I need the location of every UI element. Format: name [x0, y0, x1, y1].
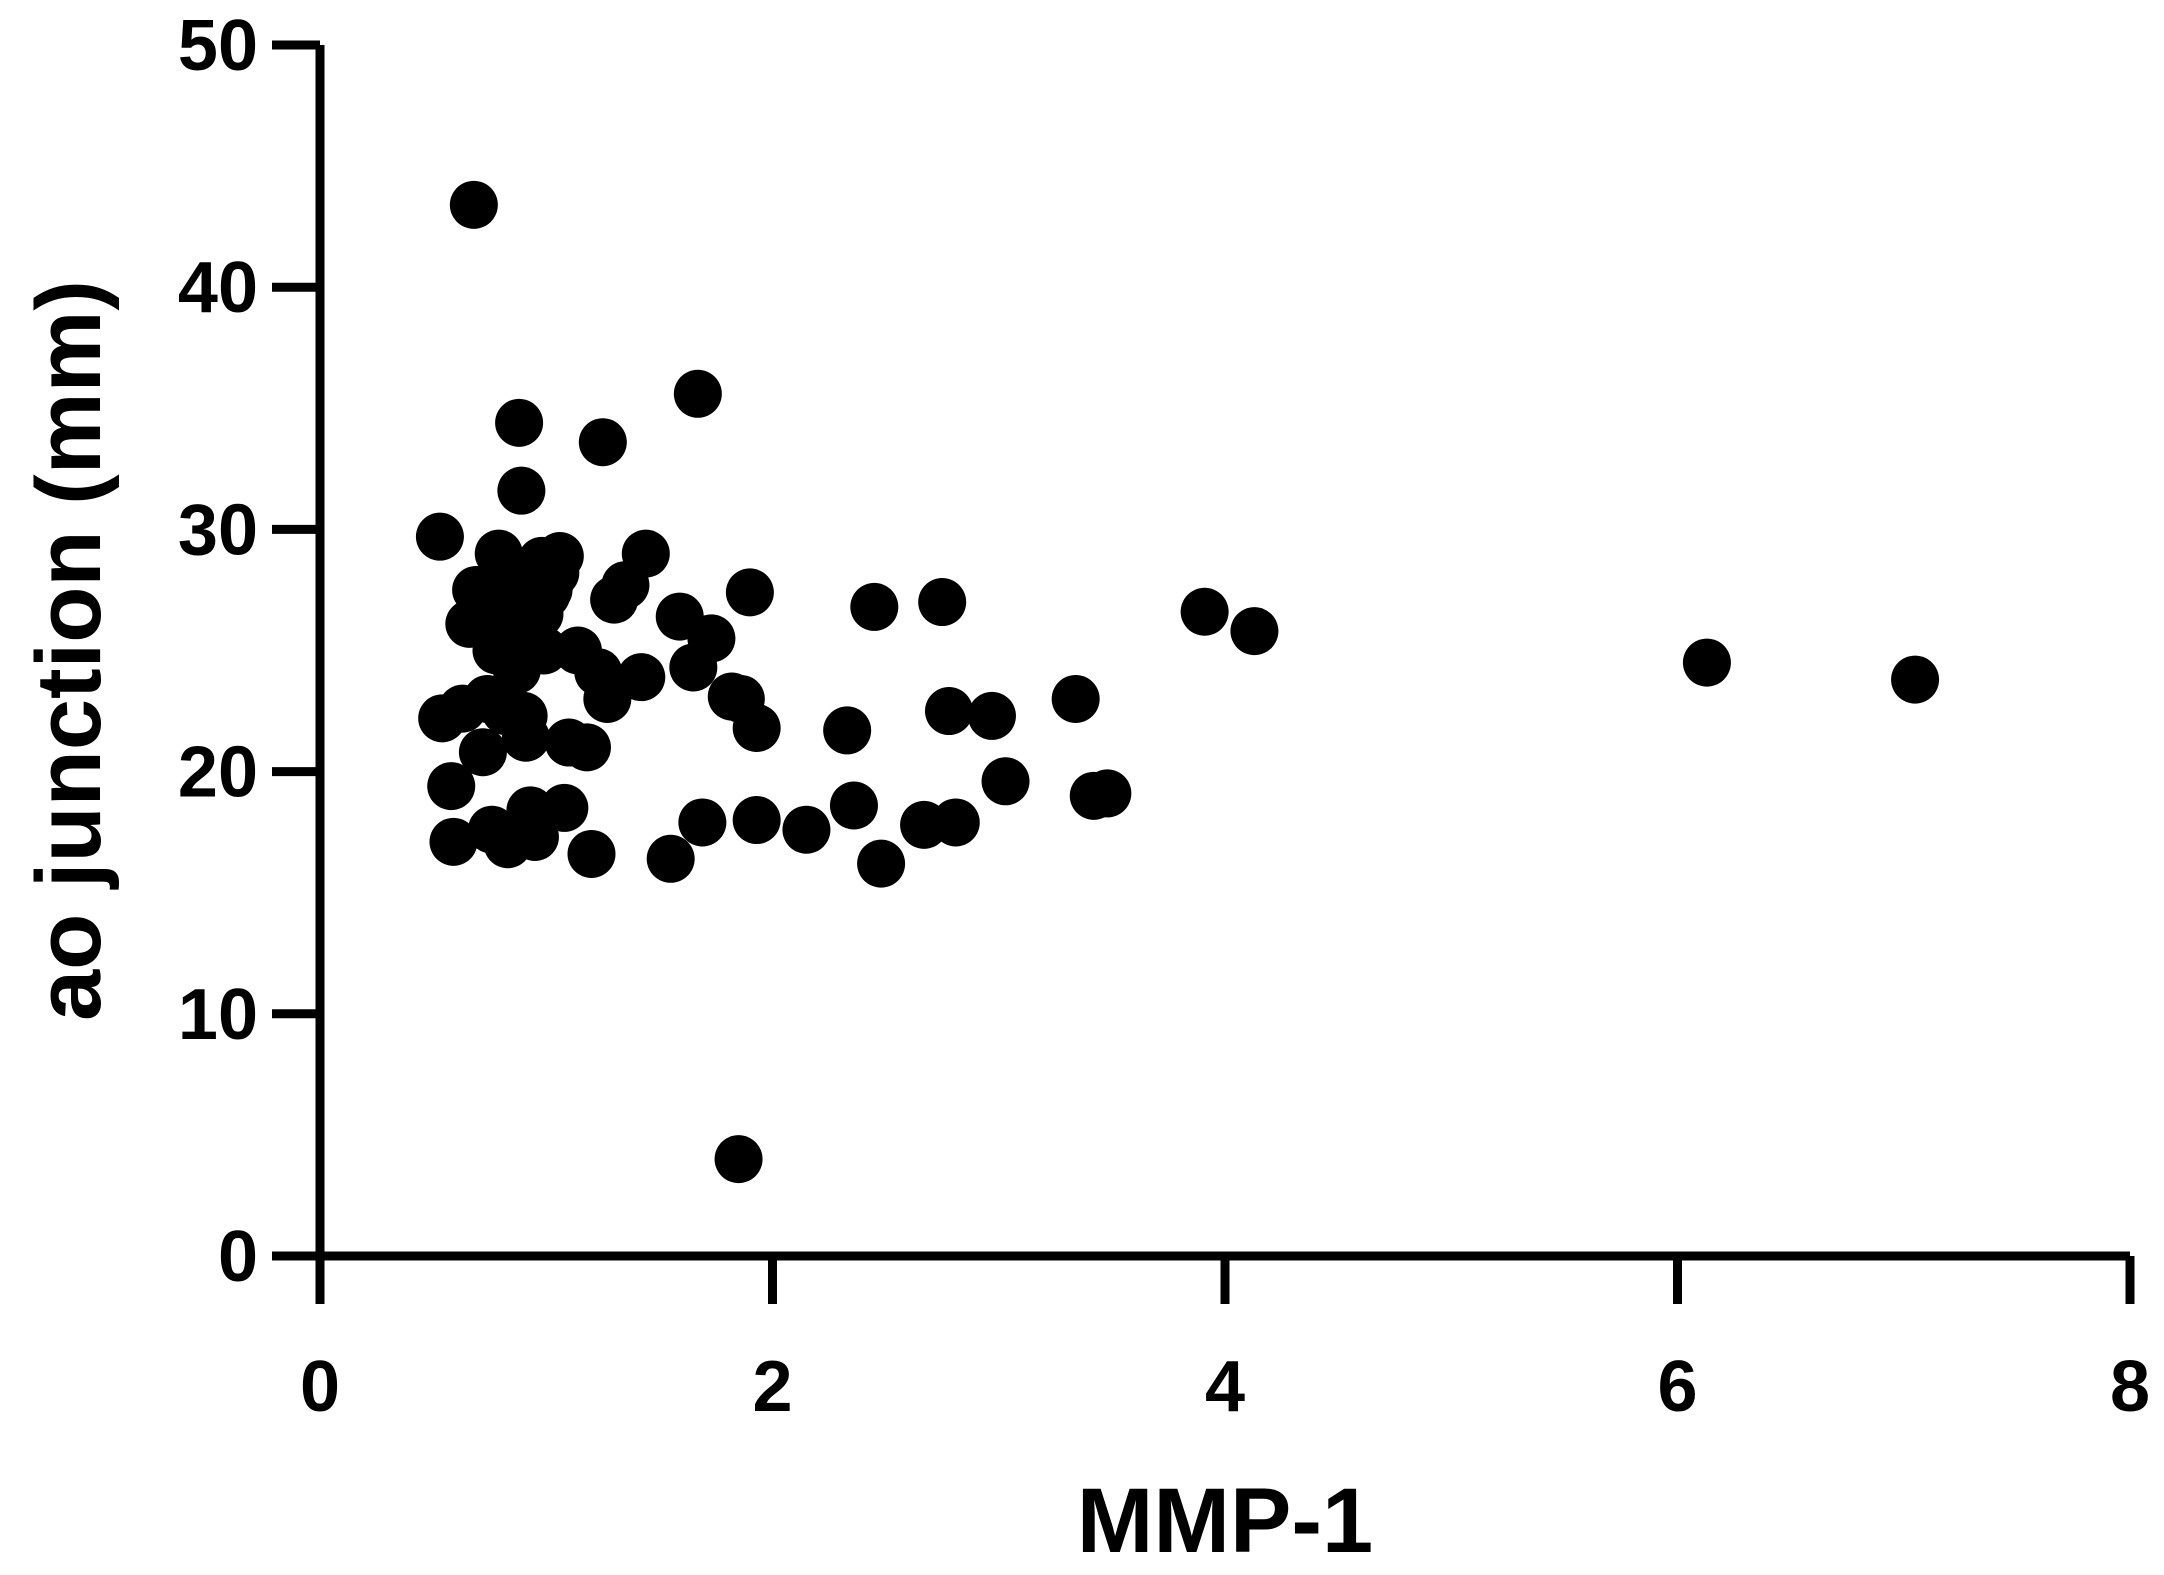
data-point [415, 512, 464, 561]
data-point [427, 762, 476, 811]
data-point [931, 798, 980, 847]
data-point [857, 839, 906, 888]
data-point [725, 568, 774, 617]
data-point [1891, 655, 1940, 704]
y-tick-label: 40 [178, 248, 258, 328]
data-point [1682, 638, 1731, 687]
y-tick-label: 20 [178, 733, 258, 813]
y-axis-title: ao junction (mm) [18, 280, 120, 1021]
data-point [981, 757, 1030, 806]
y-tick-label: 10 [178, 975, 258, 1055]
x-axis-title: MMP-1 [1077, 1470, 1373, 1572]
y-tick-label: 50 [178, 6, 258, 86]
data-point [823, 706, 872, 755]
data-point [458, 728, 507, 777]
y-tick-label: 30 [178, 490, 258, 570]
data-point [829, 781, 878, 830]
data-point [1051, 674, 1100, 723]
data-point [687, 614, 736, 663]
data-point [617, 653, 666, 702]
data-point [678, 798, 727, 847]
y-tick-label: 0 [218, 1217, 258, 1297]
x-tick-label: 0 [300, 1347, 340, 1427]
data-point [673, 369, 722, 418]
data-point [519, 626, 568, 675]
x-tick-label: 6 [1657, 1347, 1697, 1427]
data-point [924, 687, 973, 736]
x-tick-label: 4 [1205, 1347, 1245, 1427]
data-point [501, 713, 550, 762]
data-point [562, 723, 611, 772]
data-point [540, 783, 589, 832]
data-point [495, 398, 544, 447]
data-point [1180, 587, 1229, 636]
data-point [535, 532, 584, 581]
x-tick-label: 2 [752, 1347, 792, 1427]
data-point [646, 834, 695, 883]
data-point [567, 829, 616, 878]
data-point [621, 529, 670, 578]
data-point [510, 812, 559, 861]
ticks: 0 2 4 6 8 0 10 20 30 40 50 [178, 6, 2150, 1427]
data-point [732, 704, 781, 753]
data-point [578, 418, 627, 467]
data-point [850, 582, 899, 631]
data-point [782, 805, 831, 854]
data-point [429, 817, 478, 866]
data-point [714, 1135, 763, 1184]
data-point [918, 578, 967, 627]
data-point [1083, 769, 1132, 818]
data-point [583, 674, 632, 723]
data-point [449, 180, 498, 229]
data-point [732, 796, 781, 845]
data-point [497, 466, 546, 515]
x-tick-label: 8 [2110, 1347, 2150, 1427]
data-point [967, 691, 1016, 740]
data-points [415, 180, 1940, 1184]
data-point [1230, 607, 1279, 656]
